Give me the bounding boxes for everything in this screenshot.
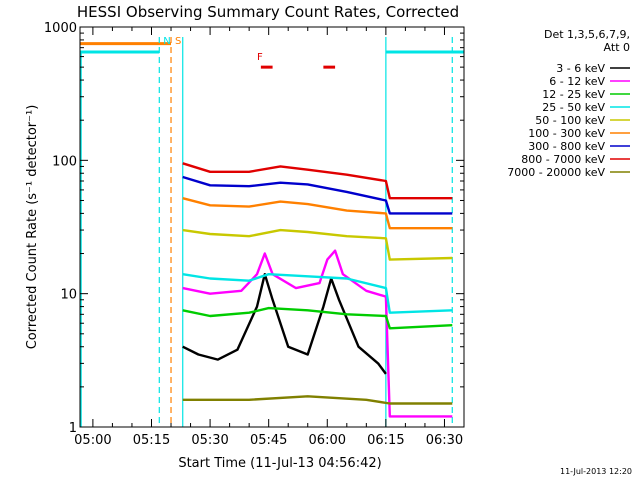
legend-label: 50 - 100 keV xyxy=(535,114,605,127)
legend-label: 12 - 25 keV xyxy=(542,88,605,101)
y-tick-label: 1000 xyxy=(44,21,77,36)
series-line xyxy=(182,273,453,314)
axes: 05:00 05:15 05:30 05:45 06:00 06:15 06:30 1 10 10… xyxy=(44,21,465,448)
x-tick-label: 06:30 xyxy=(426,433,463,448)
legend-label: 6 - 12 keV xyxy=(549,75,605,88)
series-line xyxy=(182,197,453,230)
legend-header-line-2: Att 0 xyxy=(604,41,630,54)
x-tick-label: 05:30 xyxy=(191,433,228,448)
annotation-S: S xyxy=(175,36,181,47)
legend-label: 800 - 7000 keV xyxy=(521,153,605,166)
y-tick-label: 10 xyxy=(60,288,77,303)
vertical-markers: N S F xyxy=(158,36,453,427)
footer-timestamp: 11-Jul-2013 12:20 xyxy=(560,467,632,476)
chart-title: HESSI Observing Summary Count Rates, Cor… xyxy=(77,3,459,21)
series-line xyxy=(182,249,453,418)
series-line xyxy=(182,175,453,215)
annotation-F: F xyxy=(257,52,263,63)
x-tick-label: 05:00 xyxy=(74,433,111,448)
data-series xyxy=(182,162,453,418)
x-tick-label: 05:15 xyxy=(133,433,170,448)
series-line xyxy=(182,395,453,405)
status-bars xyxy=(80,42,464,427)
y-tick-label: 100 xyxy=(52,154,77,169)
x-tick-label: 06:00 xyxy=(309,433,346,448)
series-line xyxy=(182,162,453,200)
y-tick-label: 1 xyxy=(69,421,77,436)
legend-label: 25 - 50 keV xyxy=(542,101,605,114)
series-line xyxy=(182,228,453,261)
series-line xyxy=(182,273,387,375)
x-axis-label: Start Time (11-Jul-13 04:56:42) xyxy=(178,456,381,471)
legend-header-line-1: Det 1,3,5,6,7,9, xyxy=(544,28,630,41)
y-axis-label: Corrected Count Rate (s⁻¹ detector⁻¹) xyxy=(25,105,40,350)
x-tick-label: 05:45 xyxy=(250,433,287,448)
legend-label: 7000 - 20000 keV xyxy=(507,166,605,179)
plot-frame xyxy=(79,26,465,428)
x-tick-label: 06:15 xyxy=(367,433,404,448)
series-line xyxy=(182,306,453,330)
legend-label: 100 - 300 keV xyxy=(528,127,605,140)
annotation-N: N xyxy=(163,36,170,47)
legend-label: 300 - 800 keV xyxy=(528,140,605,153)
legend-label: 3 - 6 keV xyxy=(556,62,605,75)
